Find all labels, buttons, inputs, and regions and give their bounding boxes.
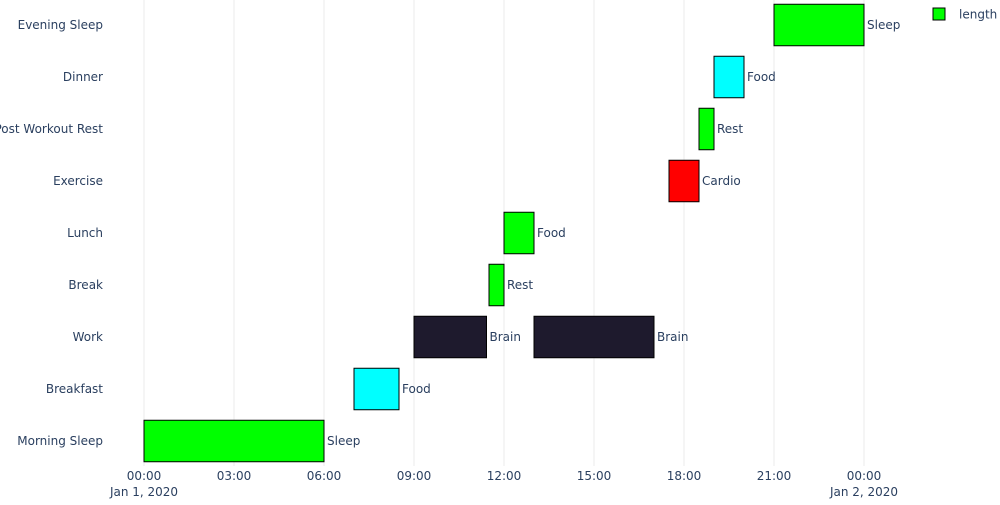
x-tick-label: 21:00 xyxy=(757,469,792,483)
x-tick-label: 00:00 xyxy=(127,469,162,483)
legend[interactable]: length xyxy=(932,7,997,22)
y-tick-label: Exercise xyxy=(53,174,103,188)
bar-data-label: Food xyxy=(747,70,776,84)
x-tick-sublabel: Jan 1, 2020 xyxy=(109,485,178,499)
bar-data-label: Rest xyxy=(507,278,533,292)
x-tick-sublabel: Jan 2, 2020 xyxy=(829,485,898,499)
x-axis-tick-labels: 00:00 Jan 1, 2020 03:00 06:00 09:00 12:00 15:0… xyxy=(109,469,898,499)
legend-swatch[interactable] xyxy=(932,7,946,21)
gantt-bar[interactable] xyxy=(698,107,715,151)
y-tick-label: Post Workout Rest xyxy=(0,122,103,136)
gantt-bar[interactable] xyxy=(533,315,655,359)
gantt-bar[interactable] xyxy=(713,55,745,99)
x-tick-label: 03:00 xyxy=(217,469,252,483)
gantt-bar[interactable] xyxy=(353,367,400,411)
y-tick-label: Breakfast xyxy=(46,382,103,396)
bar-data-label: Cardio xyxy=(702,174,741,188)
bar-labels-layer: Sleep Food Brain Rest Food Brain Cardio Rest Foo… xyxy=(327,18,900,448)
x-tick-label: 12:00 xyxy=(487,469,522,483)
gantt-bar[interactable] xyxy=(413,315,487,359)
y-tick-label: Break xyxy=(68,278,103,292)
y-tick-label: Morning Sleep xyxy=(17,434,103,448)
bar-data-label: Brain xyxy=(657,330,688,344)
x-tick-label: 09:00 xyxy=(397,469,432,483)
x-tick-label: 18:00 xyxy=(667,469,702,483)
y-tick-label: Evening Sleep xyxy=(18,18,103,32)
bar-data-label: Brain xyxy=(490,330,521,344)
legend-label[interactable]: length xyxy=(959,8,997,22)
bar-data-label: Food xyxy=(537,226,566,240)
x-tick-label: 15:00 xyxy=(577,469,612,483)
x-tick-label: 06:00 xyxy=(307,469,342,483)
gantt-bar[interactable] xyxy=(488,263,505,307)
bar-data-label: Sleep xyxy=(327,434,360,448)
y-axis-tick-labels: Morning Sleep Breakfast Work Break Lunch Exer… xyxy=(0,18,103,448)
bars-layer xyxy=(143,3,865,463)
bar-data-label: Food xyxy=(402,382,431,396)
gantt-bar[interactable] xyxy=(668,159,700,203)
bar-data-label: Rest xyxy=(717,122,743,136)
gantt-bar[interactable] xyxy=(503,211,535,255)
y-tick-label: Dinner xyxy=(63,70,103,84)
y-tick-label: Lunch xyxy=(67,226,103,240)
y-tick-label: Work xyxy=(73,330,103,344)
gantt-bar[interactable] xyxy=(773,3,865,47)
gantt-bar[interactable] xyxy=(143,419,325,463)
x-tick-label: 00:00 xyxy=(847,469,882,483)
bar-data-label: Sleep xyxy=(867,18,900,32)
